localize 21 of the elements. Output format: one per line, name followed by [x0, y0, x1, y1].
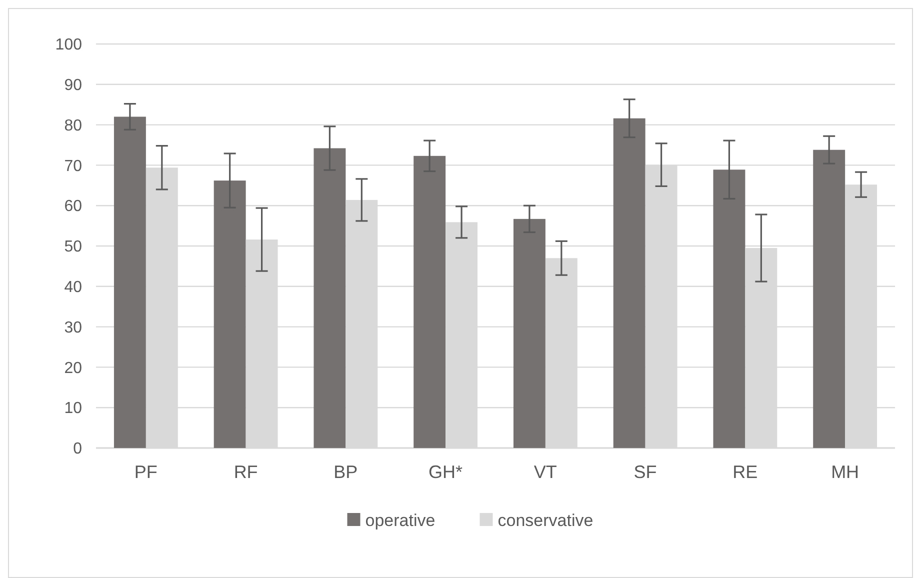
x-tick-label: VT: [534, 462, 557, 482]
x-tick-label: MH: [831, 462, 860, 482]
y-tick-label: 70: [64, 158, 82, 175]
x-tick-label: RF: [234, 462, 258, 482]
x-tick-label: GH*: [428, 462, 463, 482]
y-tick-label: 0: [73, 440, 82, 458]
x-tick-label: SF: [634, 462, 657, 482]
x-tick-label: PF: [134, 462, 158, 482]
y-tick-label: 80: [64, 117, 82, 134]
y-tick-label: 90: [64, 77, 82, 94]
y-tick-label: 10: [64, 400, 82, 418]
x-tick-label: BP: [334, 462, 358, 482]
y-tick-label: 50: [64, 238, 82, 256]
y-tick-label: 60: [64, 198, 82, 216]
y-tick-label: 40: [64, 279, 82, 296]
legend-label: operative: [365, 510, 436, 530]
legend-label: conservative: [498, 510, 594, 530]
y-tick-label: 20: [64, 360, 82, 377]
y-tick-label: 30: [64, 319, 82, 336]
x-tick-label: RE: [732, 462, 758, 482]
y-tick-label: 100: [55, 36, 82, 54]
